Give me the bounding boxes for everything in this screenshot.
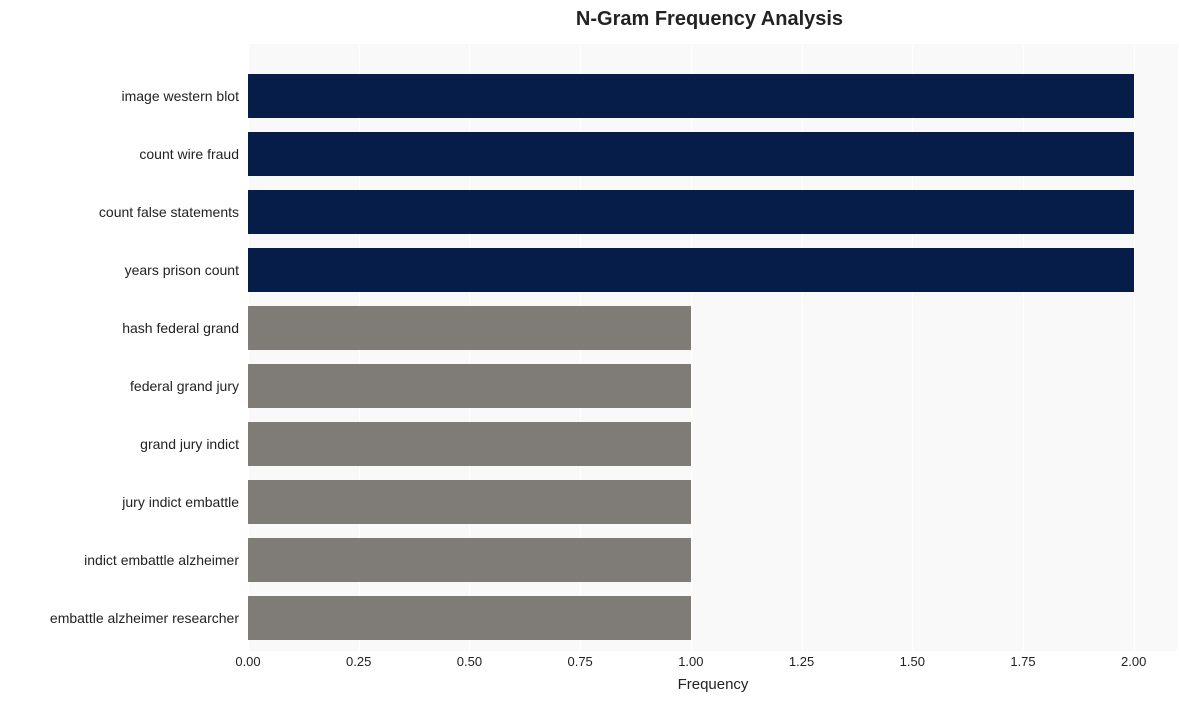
y-tick-label: indict embattle alzheimer (15, 552, 245, 568)
y-tick-label: years prison count (15, 262, 245, 278)
bar (248, 538, 691, 582)
y-tick-label: federal grand jury (15, 378, 245, 394)
bar (248, 480, 691, 524)
bar (248, 422, 691, 466)
bar-row (248, 480, 691, 524)
x-tick-label: 1.50 (900, 654, 925, 669)
y-tick-label: count false statements (15, 204, 245, 220)
y-tick-label: jury indict embattle (15, 494, 245, 510)
y-tick-label: image western blot (15, 88, 245, 104)
x-tick-label: 0.75 (567, 654, 592, 669)
bar-row (248, 74, 1134, 118)
bar-row (248, 190, 1134, 234)
bar-row (248, 306, 691, 350)
ngram-frequency-chart: N-Gram Frequency Analysis Frequency 0.00… (8, 8, 1171, 693)
bar (248, 132, 1134, 176)
bar-row (248, 364, 691, 408)
bar-row (248, 596, 691, 640)
bar (248, 596, 691, 640)
bar-row (248, 248, 1134, 292)
gridline (1134, 44, 1135, 651)
x-axis-label: Frequency (248, 676, 1178, 693)
bar (248, 74, 1134, 118)
chart-title: N-Gram Frequency Analysis (8, 8, 1171, 31)
bar-row (248, 422, 691, 466)
y-tick-label: embattle alzheimer researcher (15, 610, 245, 626)
x-tick-label: 1.75 (1010, 654, 1035, 669)
bar-row (248, 132, 1134, 176)
plot-region: Frequency 0.000.250.500.751.001.251.501.… (248, 44, 1178, 651)
bar-row (248, 538, 691, 582)
x-tick-label: 1.25 (789, 654, 814, 669)
x-tick-label: 1.00 (678, 654, 703, 669)
y-tick-label: hash federal grand (15, 320, 245, 336)
bar (248, 306, 691, 350)
y-tick-label: grand jury indict (15, 436, 245, 452)
x-tick-label: 2.00 (1121, 654, 1146, 669)
bar (248, 248, 1134, 292)
bar (248, 190, 1134, 234)
bar (248, 364, 691, 408)
x-tick-label: 0.50 (457, 654, 482, 669)
y-tick-label: count wire fraud (15, 146, 245, 162)
x-tick-label: 0.00 (235, 654, 260, 669)
x-tick-label: 0.25 (346, 654, 371, 669)
